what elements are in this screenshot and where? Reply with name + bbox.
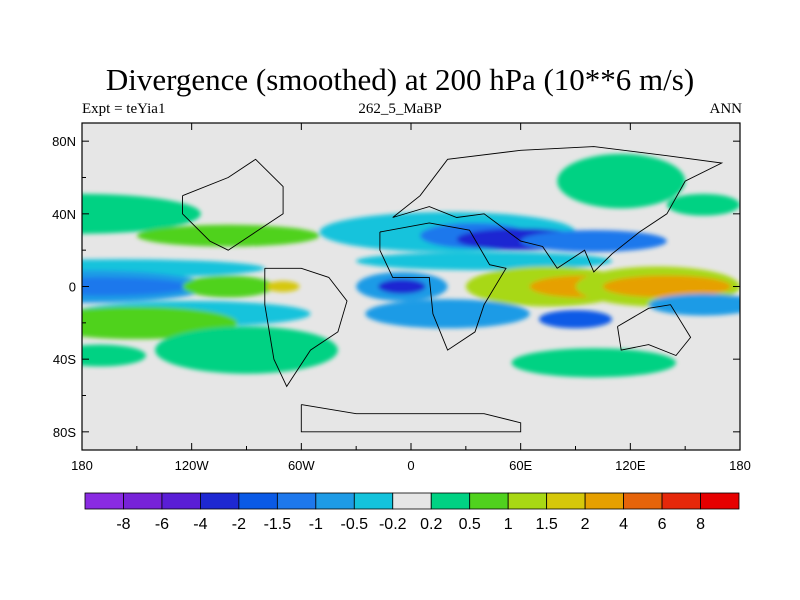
y-tick-label: 80S (53, 425, 76, 440)
contour-region-22 (538, 310, 613, 329)
north-america-outline (182, 158, 284, 251)
contour-fill-layer (82, 153, 740, 378)
contour-region-19 (602, 275, 731, 298)
colorbar-label: -0.2 (379, 516, 407, 533)
contour-region-3 (666, 193, 740, 216)
contour-region-2 (557, 153, 686, 209)
contour-region-25 (155, 326, 338, 374)
contour-region-26 (511, 348, 677, 378)
x-axis: 180 120W 60W 0 60E 120E 180 (71, 123, 751, 473)
period-label: 262_5_MaBP (358, 101, 442, 117)
antarctica-outline (300, 404, 522, 433)
contour-region-11 (82, 277, 192, 296)
coastline-layer (182, 146, 724, 433)
x-tick-label: 180 (729, 458, 751, 473)
colorbar-swatch (661, 492, 701, 510)
colorbar-swatch (392, 492, 432, 510)
colorbar-swatch (353, 492, 394, 510)
colorbar-swatch (546, 492, 586, 510)
colorbar-label: -1.5 (264, 516, 292, 533)
contour-region-15 (378, 279, 426, 294)
y-tick-label: 40S (53, 352, 76, 367)
colorbar-label: 0.2 (420, 516, 442, 533)
colorbar-label: 1 (504, 516, 513, 533)
colorbar-swatch (623, 492, 663, 510)
contour-region-9 (356, 251, 613, 271)
colorbar-swatch (276, 492, 317, 510)
experiment-label: Expt = teYia1 (82, 101, 166, 117)
colorbar-swatch (238, 492, 278, 510)
contour-region-21 (648, 293, 740, 316)
chart-title: Divergence (smoothed) at 200 hPa (10**6 … (105, 62, 695, 97)
colorbar-label: -1 (309, 516, 323, 533)
colorbar-label: 6 (658, 516, 667, 533)
x-tick-label: 180 (71, 458, 93, 473)
y-axis: 80N 40N 0 40S 80S (52, 134, 740, 440)
x-tick-label: 120W (175, 458, 210, 473)
colorbar-label: 0.5 (459, 516, 481, 533)
colorbar-swatch (584, 492, 624, 510)
colorbar-label: -8 (116, 516, 130, 533)
colorbar-swatch (123, 492, 163, 510)
colorbar-label: 8 (696, 516, 705, 533)
colorbar-swatch (315, 492, 355, 510)
colorbar-swatch (200, 492, 240, 510)
contour-region-20 (365, 299, 530, 329)
contour-region-27 (82, 344, 146, 367)
y-tick-label: 0 (69, 280, 76, 295)
colorbar-swatch (469, 492, 509, 510)
x-tick-label: 60E (509, 458, 532, 473)
africa-outline (379, 222, 507, 351)
contour-region-13 (266, 281, 300, 292)
contour-region-12 (182, 275, 274, 298)
x-tick-label: 60W (288, 458, 315, 473)
colorbar: -8 -6 -4 -2 -1.5 -1 -0.5 -0.2 0.2 0.5 1 1.5 2 4 6 8 (84, 492, 740, 533)
colorbar-label: -0.5 (341, 516, 369, 533)
colorbar-label: -6 (155, 516, 169, 533)
colorbar-label: -4 (193, 516, 207, 533)
y-tick-label: 40N (52, 207, 76, 222)
y-tick-label: 80N (52, 134, 76, 149)
contour-region-1 (136, 224, 320, 247)
contour-region-0 (82, 193, 201, 234)
south-america-outline (264, 267, 348, 388)
x-tick-label: 0 (407, 458, 414, 473)
season-label: ANN (709, 101, 743, 117)
europe-asia-outline (392, 146, 724, 273)
colorbar-swatch (700, 492, 740, 510)
colorbar-label: -2 (232, 516, 246, 533)
colorbar-swatch (430, 492, 471, 510)
australia-outline (617, 304, 692, 357)
colorbar-swatch (161, 492, 201, 510)
x-tick-label: 120E (615, 458, 646, 473)
colorbar-label: 4 (619, 516, 628, 533)
colorbar-label: 2 (581, 516, 590, 533)
colorbar-swatch (84, 492, 124, 510)
colorbar-label: 1.5 (536, 516, 558, 533)
contour-region-7 (520, 230, 667, 252)
colorbar-swatch (507, 492, 548, 510)
